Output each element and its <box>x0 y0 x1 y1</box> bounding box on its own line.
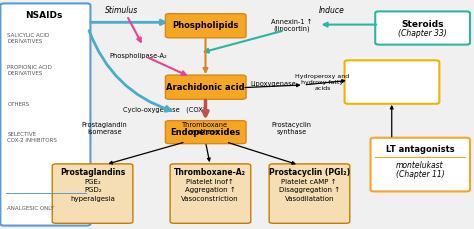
Text: ANALGESIC ONLY: ANALGESIC ONLY <box>8 207 54 211</box>
Text: NSAIDs: NSAIDs <box>26 11 63 20</box>
Text: SELECTIVE
COX-2 INHIBITORS: SELECTIVE COX-2 INHIBITORS <box>8 132 57 143</box>
FancyBboxPatch shape <box>165 14 246 38</box>
Text: PROPIONIC ACID
DERIVATIVES: PROPIONIC ACID DERIVATIVES <box>8 65 52 76</box>
Text: PGE₂: PGE₂ <box>84 179 101 185</box>
Text: hyperalgesia: hyperalgesia <box>70 196 115 202</box>
Text: Vasodilatation: Vasodilatation <box>284 196 334 202</box>
Text: Prostacyclin (PGI₂): Prostacyclin (PGI₂) <box>269 168 350 177</box>
FancyBboxPatch shape <box>165 75 246 99</box>
Text: Stimulus: Stimulus <box>105 6 139 15</box>
FancyBboxPatch shape <box>371 138 470 191</box>
Text: Cyclo-oxygenase   (COX): Cyclo-oxygenase (COX) <box>123 107 206 113</box>
Text: Phospholipids: Phospholipids <box>173 21 239 30</box>
Text: Lipoxygenase: Lipoxygenase <box>250 81 296 87</box>
Text: Prostacyclin
synthase: Prostacyclin synthase <box>272 122 312 135</box>
Text: Thromboxane
synthase: Thromboxane synthase <box>182 122 228 135</box>
Text: Platelet cAMP ↑: Platelet cAMP ↑ <box>282 179 337 185</box>
Text: (Chapter 33): (Chapter 33) <box>398 29 447 38</box>
Text: montelukast: montelukast <box>396 161 444 170</box>
Text: Platelet Inof↑: Platelet Inof↑ <box>186 179 234 185</box>
Text: Phospholipase-A₂: Phospholipase-A₂ <box>109 53 167 60</box>
Text: LT antagonists: LT antagonists <box>386 145 455 154</box>
Text: Hydroperoxy and
hydroxy fatty
acids: Hydroperoxy and hydroxy fatty acids <box>295 74 349 91</box>
Text: Annexin-1 ↑
(lipocortin): Annexin-1 ↑ (lipocortin) <box>271 19 312 33</box>
Text: Endoperoxides: Endoperoxides <box>171 128 240 137</box>
Text: Arachidonic acid: Arachidonic acid <box>166 83 245 92</box>
FancyBboxPatch shape <box>170 164 251 223</box>
Text: SALICYLIC ACID
DERIVATIVES: SALICYLIC ACID DERIVATIVES <box>8 33 50 44</box>
Text: Steroids: Steroids <box>401 20 444 29</box>
Text: Induce: Induce <box>319 6 345 15</box>
Text: Prostaglandin
isomerase: Prostaglandin isomerase <box>82 122 128 135</box>
Text: Vasoconstriction: Vasoconstriction <box>182 196 239 202</box>
Text: OTHERS: OTHERS <box>8 102 30 107</box>
FancyBboxPatch shape <box>52 164 133 223</box>
FancyBboxPatch shape <box>269 164 350 223</box>
Text: Disaggregation ↑: Disaggregation ↑ <box>279 187 340 193</box>
FancyBboxPatch shape <box>0 3 91 226</box>
Text: Thromboxane-A₂: Thromboxane-A₂ <box>174 168 246 177</box>
Text: PGD₂: PGD₂ <box>84 187 101 193</box>
FancyBboxPatch shape <box>375 11 470 45</box>
FancyBboxPatch shape <box>165 121 246 144</box>
Text: (Chapter 11): (Chapter 11) <box>396 170 445 179</box>
FancyBboxPatch shape <box>345 60 439 104</box>
Text: Aggregation ↑: Aggregation ↑ <box>185 187 236 193</box>
Text: Prostaglandins: Prostaglandins <box>60 168 126 177</box>
